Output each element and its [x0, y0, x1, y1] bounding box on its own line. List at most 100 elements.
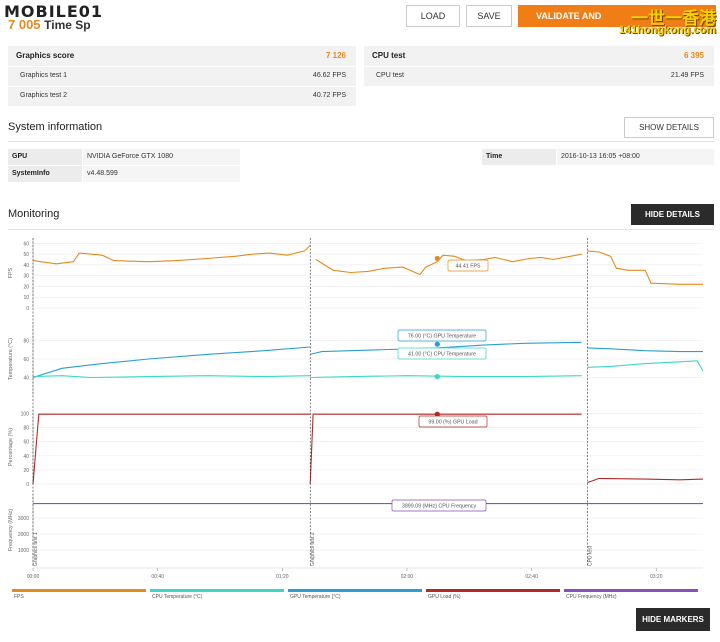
y-tick-label: 100: [21, 412, 30, 418]
tooltip-dot: [434, 411, 440, 417]
x-tick-label: 02:40: [525, 574, 538, 580]
y-tick-label: 60: [23, 241, 29, 247]
tooltip-text: 99.00 (%) GPU Load: [428, 420, 477, 426]
marker-label: CPU test: [587, 545, 593, 566]
series-line-gpu-temperature: [587, 347, 703, 353]
validate-button[interactable]: VALIDATE AND: [518, 5, 716, 27]
y-axis-label: Frequency (MHz): [8, 509, 14, 552]
save-button[interactable]: SAVE: [466, 5, 512, 27]
y-tick-label: 3000: [18, 516, 29, 522]
y-tick-label: 80: [23, 426, 29, 432]
legend-swatch[interactable]: [12, 589, 146, 592]
series-line-cpu-temperature: [32, 375, 311, 379]
tooltip-box: [391, 499, 487, 512]
monitor-panel-0: 60 50 40 30 20 10 0 FPS: [8, 238, 703, 312]
y-tick-label: 40: [23, 454, 29, 460]
graphics-test-1-value: 46.62 FPS: [312, 72, 346, 79]
cpu-test-panel: CPU test 6 395 CPU test 21.49 FPS: [364, 46, 714, 86]
legend-label: GPU Temperature (°C): [290, 594, 341, 600]
y-tick-label: 40: [23, 376, 29, 382]
y-axis-label: Temperature (°C): [8, 338, 14, 380]
legend-swatch[interactable]: [150, 589, 284, 592]
tooltip-box: [447, 259, 489, 272]
legend-swatch[interactable]: [288, 589, 422, 592]
graphics-test-1-row: Graphics test 1 46.62 FPS: [8, 67, 356, 85]
y-tick-label: 1000: [18, 548, 29, 554]
x-tick-label: 03:20: [650, 574, 663, 580]
marker-label: Graphics test 2: [310, 532, 316, 566]
graphics-test-1-label: Graphics test 1: [20, 72, 68, 79]
graphics-test-2-row: Graphics test 2 40.72 FPS: [8, 87, 356, 105]
series-line-gpu-load: [587, 477, 704, 484]
y-tick-label: 2000: [18, 532, 29, 538]
watermark-url: 141hongkong.com: [618, 24, 716, 36]
graphics-score-value: 7 126: [325, 51, 346, 60]
marker-label: Graphics test 1: [33, 532, 39, 566]
y-tick-label: 60: [23, 357, 29, 363]
monitor-panel-3: 3000 2000 1000 Frequency (MHz): [8, 494, 703, 566]
tooltip-dot: [434, 255, 440, 262]
series-line-fps: [32, 245, 311, 265]
tooltip-text: 41.00 (°C) CPU Temperature: [408, 352, 476, 358]
y-tick-label: 30: [23, 274, 29, 280]
y-axis-label: FPS: [8, 267, 14, 278]
tooltip-text: 3899.09 (MHz) CPU Frequency: [402, 504, 477, 510]
tooltip-dot: [434, 373, 440, 380]
series-line-fps: [315, 253, 582, 276]
monitor-panel-1: 80 60 40 Temperature (°C): [8, 322, 704, 396]
cpu-test-title: CPU test: [372, 51, 406, 60]
y-tick-label: 80: [23, 339, 29, 345]
monitoring-title: Monitoring: [8, 208, 60, 220]
top-bar: MOBILE01 7 005 Time Sp LOAD SAVE VALIDAT…: [0, 0, 720, 36]
watermark-logo: 一世一香港: [631, 9, 716, 28]
y-tick-label: 40: [23, 263, 29, 269]
cpu-test-value: 21.49 FPS: [670, 72, 704, 79]
x-tick-label: 01:20: [276, 574, 289, 580]
overall-score: 7 005 Time Sp: [8, 17, 91, 32]
systeminfo-value: v4.48.599: [83, 166, 240, 182]
legend-swatch[interactable]: [564, 589, 698, 592]
cpu-test-score: 6 395: [683, 51, 704, 60]
show-details-button[interactable]: SHOW DETAILS: [624, 117, 714, 138]
x-tick-label: 00:00: [27, 574, 40, 580]
y-tick-label: 20: [23, 284, 29, 290]
tooltip-box: [418, 415, 488, 428]
y-tick-label: 0: [26, 306, 29, 312]
system-information-title: System information: [8, 121, 103, 133]
systeminfo-key: SystemInfo: [8, 166, 82, 182]
overall-score-value: 7 005: [8, 17, 41, 32]
series-line-cpu-temperature: [587, 360, 704, 372]
legend-label: FPS: [14, 594, 24, 600]
hide-details-button[interactable]: HIDE DETAILS: [631, 204, 714, 225]
time-key: Time: [482, 149, 556, 165]
load-button[interactable]: LOAD: [406, 5, 460, 27]
hide-markers-button[interactable]: HIDE MARKERS: [636, 608, 710, 631]
x-tick-label: 00:40: [151, 574, 164, 580]
series-line-gpu-temperature: [32, 346, 311, 379]
series-line-gpu-load: [309, 413, 582, 485]
tooltip-text: 44.41 FPS: [455, 264, 480, 270]
gpu-key: GPU: [8, 149, 82, 165]
monitor-panel-2: 100 80 60 40 20 0 Percentage (%): [8, 410, 704, 488]
y-tick-label: 50: [23, 252, 29, 258]
tooltip-dot: [434, 341, 440, 347]
graphics-test-2-label: Graphics test 2: [20, 92, 68, 99]
gpu-value: NVIDIA GeForce GTX 1080: [83, 149, 240, 165]
y-tick-label: 20: [23, 468, 29, 474]
series-line-gpu-load: [32, 413, 311, 485]
cpu-test-label: CPU test: [376, 72, 405, 79]
graphics-score-title: Graphics score: [16, 51, 75, 60]
y-axis-label: Percentage (%): [8, 428, 14, 466]
series-line-cpu-temperature: [310, 375, 582, 379]
y-tick-label: 10: [23, 295, 29, 301]
series-line-fps: [587, 250, 703, 285]
y-tick-label: 0: [26, 482, 29, 488]
time-value: 2016-10-13 16:05 +08:00: [557, 149, 714, 165]
graphics-test-2-value: 40.72 FPS: [312, 92, 346, 99]
site-logo: MOBILE01: [4, 2, 104, 21]
graphics-score-panel: Graphics score 7 126 Graphics test 1 46.…: [8, 46, 356, 106]
tooltip-box: [397, 329, 487, 342]
legend-swatch[interactable]: [426, 589, 560, 592]
x-tick-label: 02:00: [401, 574, 414, 580]
